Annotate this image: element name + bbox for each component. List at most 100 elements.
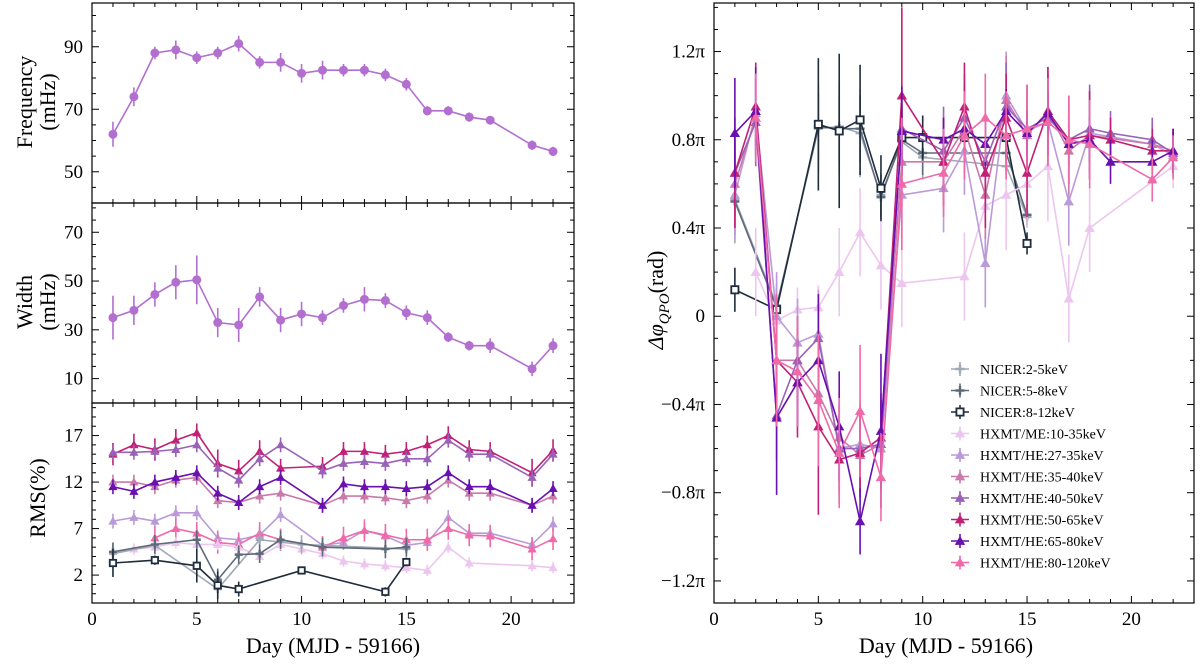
legend-marker <box>955 407 965 417</box>
legend-label: HXMT/HE:40-50keV <box>980 492 1104 507</box>
series-line <box>154 527 554 550</box>
left-xlabel: Day (MJD - 59166) <box>246 633 420 658</box>
data-point <box>359 525 370 534</box>
legend-entry: HXMT/ME:10-35keV <box>951 426 1106 443</box>
legend-marker <box>954 535 966 545</box>
data-point <box>875 260 887 270</box>
data-point <box>359 559 370 568</box>
data-point <box>938 167 949 177</box>
data-point <box>150 48 160 58</box>
data-point <box>129 512 139 521</box>
axes-frame <box>91 2 575 204</box>
data-point <box>548 341 558 351</box>
data-point <box>129 305 139 315</box>
data-point <box>834 447 845 457</box>
series-n58 <box>108 530 411 591</box>
x-tick-label: 10 <box>292 609 311 630</box>
data-point <box>959 130 970 140</box>
data-point <box>527 544 537 553</box>
series-he65 <box>108 465 558 513</box>
data-point <box>108 313 118 323</box>
data-point <box>255 454 265 463</box>
data-point <box>527 364 537 374</box>
data-point <box>381 545 390 554</box>
data-point <box>213 318 223 328</box>
data-point <box>255 535 264 544</box>
data-point <box>855 115 865 125</box>
data-point <box>464 112 474 122</box>
legend-label: HXMT/ME:10-35keV <box>980 428 1106 443</box>
tick-marks <box>91 403 575 604</box>
y-tick-label: 70 <box>64 99 83 120</box>
data-point <box>464 530 474 539</box>
data-point <box>1105 134 1116 144</box>
data-point <box>1000 189 1012 199</box>
series-line <box>734 109 1174 522</box>
data-point <box>380 493 390 502</box>
data-point <box>276 463 286 472</box>
y-tick-label: −1.2π <box>661 571 705 592</box>
legend-label: NICER:5-8keV <box>980 385 1068 400</box>
data-point <box>192 440 202 449</box>
frequency-ylabel-line2: (mHz) <box>35 73 60 130</box>
data-point <box>213 581 222 590</box>
data-point <box>548 519 558 528</box>
data-point <box>527 561 537 570</box>
data-point <box>402 557 411 567</box>
data-point <box>234 497 244 506</box>
data-point <box>485 531 495 540</box>
data-point <box>834 126 844 136</box>
legend-entry: NICER:5-8keV <box>951 383 1068 400</box>
data-point <box>338 556 349 565</box>
data-point <box>213 539 223 548</box>
data-point <box>1021 123 1033 133</box>
series-layer <box>108 35 558 157</box>
series-line <box>112 431 554 474</box>
data-point <box>1042 116 1054 126</box>
data-point <box>234 475 244 484</box>
legend-marker <box>954 514 966 524</box>
y-tick-label: −0.8π <box>661 483 705 504</box>
right-xlabel: Day (MJD - 59166) <box>859 633 1033 658</box>
data-point <box>959 271 970 281</box>
series-layer <box>729 7 1179 555</box>
y-tick-label: 70 <box>64 222 83 243</box>
data-point <box>276 315 286 325</box>
data-point <box>108 516 118 525</box>
x-tick-label: 20 <box>1122 609 1141 630</box>
data-point <box>443 332 453 342</box>
legend-entry: NICER:8-12keV <box>951 405 1075 421</box>
data-point <box>792 366 803 376</box>
legend-label: HXMT/HE:65-80keV <box>980 535 1104 550</box>
series-line <box>112 439 554 482</box>
data-point <box>213 48 223 58</box>
data-point <box>381 587 390 596</box>
y-tick-label: 0.4π <box>672 218 706 239</box>
y-tick-label: 7 <box>74 519 84 540</box>
legend-marker <box>954 492 966 502</box>
series-line <box>112 42 554 153</box>
frequency-ylabel-line1: Frequency <box>12 56 37 149</box>
data-point <box>338 300 348 310</box>
data-point <box>548 449 558 458</box>
legend-label: HXMT/HE:35-40keV <box>980 471 1104 486</box>
data-point <box>317 500 328 509</box>
data-point <box>255 446 265 455</box>
data-point <box>192 275 202 285</box>
data-point <box>1022 238 1032 248</box>
legend-marker <box>954 449 966 459</box>
data-point <box>443 542 453 551</box>
legend: NICER:2-5keV NICER:5-8keV NICER:8-12keV HXM… <box>951 362 1111 572</box>
legend-entry: HXMT/HE:65-80keV <box>951 534 1104 550</box>
data-point <box>108 558 118 568</box>
data-point <box>527 140 537 150</box>
y-tick-label: 50 <box>64 271 83 292</box>
axes-frame <box>91 402 575 604</box>
data-point <box>108 447 118 456</box>
data-point <box>318 543 327 552</box>
data-point <box>171 472 181 481</box>
y-tick-label: 90 <box>64 37 83 58</box>
data-point <box>443 435 453 444</box>
data-point <box>1063 134 1074 144</box>
data-point <box>171 523 181 533</box>
